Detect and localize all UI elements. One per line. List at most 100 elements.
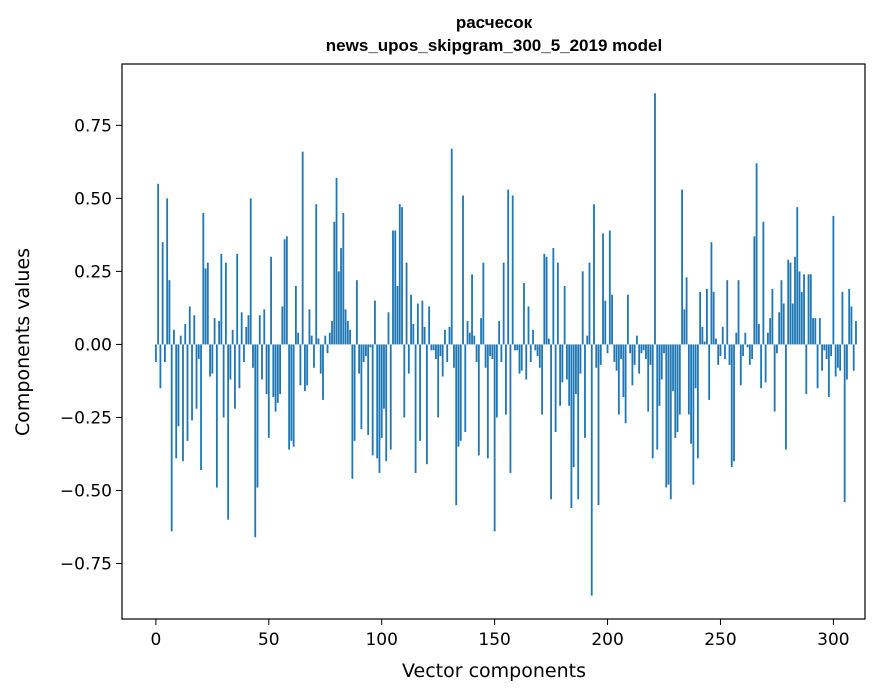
bar-103 xyxy=(387,312,390,345)
bar-91 xyxy=(360,344,363,430)
bar-17 xyxy=(193,315,196,345)
x-tick-label: 0 xyxy=(150,630,161,650)
bar-104 xyxy=(389,344,392,450)
bar-304 xyxy=(841,291,844,345)
bar-163 xyxy=(523,283,525,345)
bar-83 xyxy=(342,212,345,345)
bar-4 xyxy=(164,344,166,362)
bar-182 xyxy=(565,344,568,380)
bar-255 xyxy=(730,344,733,468)
bar-222 xyxy=(656,344,659,450)
bar-279 xyxy=(785,344,787,450)
bar-151 xyxy=(495,344,498,418)
bar-139 xyxy=(468,332,471,345)
bar-115 xyxy=(414,344,417,473)
bar-2 xyxy=(159,344,162,389)
bar-282 xyxy=(791,303,794,345)
bar-175 xyxy=(550,344,552,500)
bar-153 xyxy=(500,344,503,362)
bar-237 xyxy=(690,344,693,444)
bar-278 xyxy=(782,303,785,345)
bar-220 xyxy=(651,344,654,459)
bar-32 xyxy=(227,344,230,520)
bar-73 xyxy=(319,344,322,374)
bar-218 xyxy=(647,344,650,412)
bar-268 xyxy=(760,344,763,389)
bar-291 xyxy=(812,318,814,345)
bar-243 xyxy=(703,341,706,345)
x-axis-ticks: 0 50 100 150 200 250 300 xyxy=(150,619,850,650)
bar-102 xyxy=(385,344,388,462)
bar-230 xyxy=(674,344,677,438)
bar-206 xyxy=(620,344,622,360)
bar-18 xyxy=(195,344,198,409)
bar-85 xyxy=(346,321,349,345)
bar-224 xyxy=(660,344,663,380)
bar-174 xyxy=(547,338,550,345)
bar-210 xyxy=(629,344,632,354)
bar-170 xyxy=(538,344,541,368)
y-axis-ticks: −0.75 −0.50 −0.25 0.00 0.25 0.50 0.75 xyxy=(60,116,122,575)
bar-7 xyxy=(170,344,173,532)
bar-176 xyxy=(552,248,555,345)
bar-94 xyxy=(367,344,370,435)
bar-274 xyxy=(773,344,776,412)
bar-137 xyxy=(464,344,467,433)
bar-110 xyxy=(403,344,406,418)
bar-195 xyxy=(595,344,598,368)
bar-57 xyxy=(283,239,286,345)
bar-55 xyxy=(279,344,281,395)
bar-76 xyxy=(326,344,329,354)
bar-242 xyxy=(701,326,704,345)
bar-212 xyxy=(633,344,636,365)
bar-168 xyxy=(534,344,537,351)
bar-226 xyxy=(665,344,668,488)
bar-229 xyxy=(672,344,674,392)
bar-197 xyxy=(599,344,602,365)
bar-14 xyxy=(186,344,189,441)
bar-90 xyxy=(358,344,361,374)
bar-50 xyxy=(267,344,270,438)
bar-99 xyxy=(378,344,381,473)
bar-173 xyxy=(545,256,548,345)
bar-101 xyxy=(383,344,385,409)
bar-92 xyxy=(362,344,365,362)
bar-250 xyxy=(719,344,722,357)
bar-127 xyxy=(441,344,444,377)
bar-128 xyxy=(444,329,446,345)
bar-61 xyxy=(292,344,295,447)
bar-56 xyxy=(281,306,284,345)
bar-299 xyxy=(830,344,833,357)
bar-68 xyxy=(308,309,311,345)
bar-9 xyxy=(175,344,178,459)
bar-158 xyxy=(511,195,514,345)
bar-252 xyxy=(724,344,726,360)
bar-273 xyxy=(771,288,774,345)
bar-148 xyxy=(489,344,492,357)
bar-181 xyxy=(563,286,566,345)
bar-305 xyxy=(843,344,846,503)
bar-123 xyxy=(432,344,435,351)
bar-150 xyxy=(493,344,496,532)
x-axis-label: Vector components xyxy=(402,660,586,682)
bar-13 xyxy=(184,323,187,345)
bar-228 xyxy=(669,344,672,500)
bar-86 xyxy=(349,329,351,345)
bar-297 xyxy=(825,344,828,360)
bar-155 xyxy=(505,344,507,415)
bar-19 xyxy=(197,344,200,360)
bar-78 xyxy=(331,321,333,345)
bar-165 xyxy=(527,306,530,345)
bar-95 xyxy=(369,344,372,348)
bar-46 xyxy=(258,315,261,345)
bar-258 xyxy=(737,280,740,345)
bar-204 xyxy=(615,344,618,371)
bar-233 xyxy=(681,189,683,345)
bar-143 xyxy=(477,344,480,456)
bar-263 xyxy=(748,344,751,365)
bar-58 xyxy=(285,236,288,345)
bar-257 xyxy=(735,332,738,345)
bar-93 xyxy=(365,344,367,357)
bar-203 xyxy=(613,344,616,362)
bar-116 xyxy=(416,303,419,345)
